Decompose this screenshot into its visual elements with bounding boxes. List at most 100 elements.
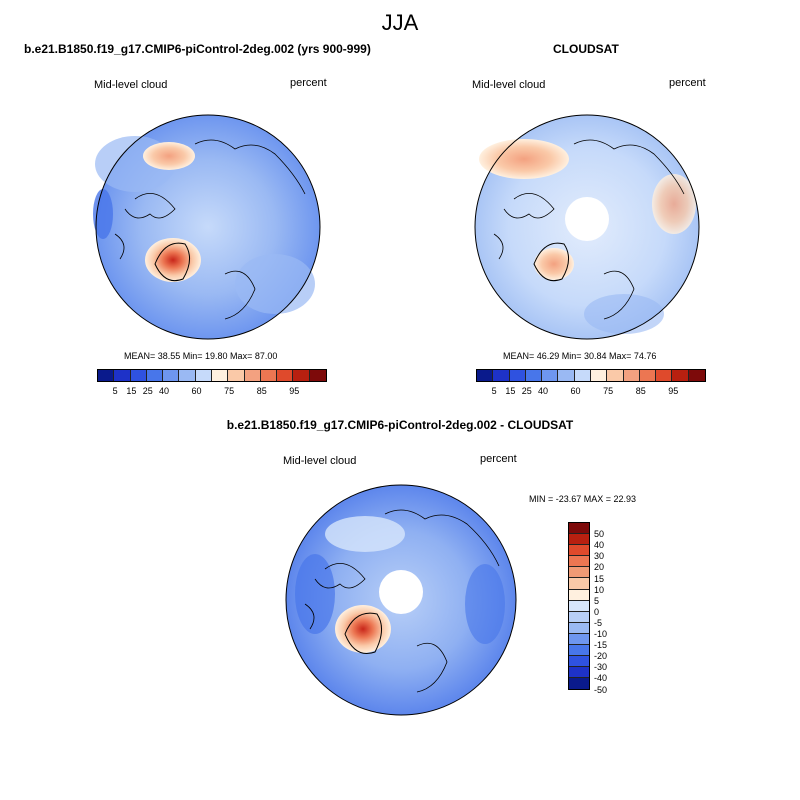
colorbar-swatch: [569, 622, 589, 634]
panel-diff-variable: Mid-level cloud: [283, 455, 357, 467]
colorbar-tick-label: 25: [521, 386, 532, 396]
colorbar-tick-label: 85: [256, 386, 267, 396]
colorbar-swatch: [623, 370, 640, 381]
colorbar-tick-label: 15: [594, 573, 605, 584]
colorbar-swatch: [569, 578, 589, 590]
panel-obs-title: CLOUDSAT: [553, 42, 619, 56]
colorbar-tick-label: 95: [668, 386, 679, 396]
colorbar-swatch: [114, 370, 131, 381]
coastlines: [304, 509, 500, 693]
map-border: [95, 114, 321, 340]
season-title: JJA: [381, 10, 419, 35]
field-patch-warm: [534, 248, 574, 280]
colorbar-tick-label: 60: [570, 386, 581, 396]
colorbar-swatch: [569, 678, 589, 690]
colorbar-tick-label: 95: [289, 386, 300, 396]
colorbar-swatch: [260, 370, 278, 381]
field-patch-hot: [145, 238, 201, 282]
colorbar-tick-label: 75: [603, 386, 614, 396]
colorbar-swatch: [569, 556, 589, 568]
colorbar-swatch: [569, 545, 589, 557]
colorbar-tick-label: 50: [594, 529, 605, 540]
colorbar-tick-label: -5: [594, 617, 603, 628]
panel-obs-variable: Mid-level cloud: [472, 79, 546, 91]
colorbar-tick-label: -20: [594, 651, 608, 662]
field-patch-hot: [335, 605, 391, 653]
colorbar-tick-label: -50: [594, 684, 608, 695]
colorbar-tick-label: 15: [126, 386, 137, 396]
field-patch: [235, 254, 315, 314]
colorbar-swatch: [130, 370, 147, 381]
field-patch: [584, 294, 664, 334]
field-patch-warm: [652, 174, 696, 234]
colorbar-swatch: [477, 370, 494, 381]
colorbar-swatch: [163, 370, 180, 381]
panel-model-variable: Mid-level cloud: [94, 79, 168, 91]
field-patch: [295, 554, 335, 634]
panel-diff-stats: MIN = -23.67 MAX = 22.93: [529, 494, 637, 504]
colorbar-tick-label: -10: [594, 629, 608, 639]
panel-obs-stats: MEAN= 46.29 Min= 30.84 Max= 74.76: [503, 351, 657, 361]
colorbar-swatch: [228, 370, 245, 381]
colorbar-swatch: [574, 370, 591, 381]
colorbar-tick-label: -15: [594, 640, 608, 651]
coastlines: [114, 139, 306, 320]
colorbar-tick-label: 0: [594, 606, 600, 617]
field-patch-warm: [479, 139, 569, 179]
colorbar-swatch: [672, 370, 689, 381]
map-border: [474, 114, 700, 340]
colorbar-swatch: [195, 370, 212, 381]
missing-pole: [565, 197, 609, 241]
panel-model-title: b.e21.B1850.f19_g17.CMIP6-piControl-2deg…: [24, 42, 371, 56]
colorbar-tick-label: 5: [112, 386, 118, 396]
colorbar-swatch: [656, 370, 673, 381]
colorbar-tick-label: 85: [635, 386, 646, 396]
panel-model-units: percent: [290, 77, 327, 89]
colorbar-swatch: [525, 370, 543, 381]
field-patch: [465, 564, 505, 644]
colorbar-swatch: [211, 370, 229, 381]
colorbar-swatch: [179, 370, 196, 381]
missing-pole: [379, 570, 423, 614]
colorbar-swatch: [569, 567, 589, 579]
colorbar-swatch: [590, 370, 608, 381]
coastline-greenland: [533, 242, 569, 282]
colorbar-model: [97, 369, 327, 382]
colorbar-swatch: [569, 600, 589, 612]
colorbar-swatch: [688, 370, 705, 381]
polar-map-model: [93, 114, 321, 340]
colorbar-swatch: [569, 656, 589, 668]
coastline-greenland: [154, 242, 190, 282]
colorbar-tick-label: -40: [594, 673, 608, 684]
colorbar-tick-label: -30: [594, 662, 608, 673]
polar-map-obs: [474, 114, 700, 340]
colorbar-tick-label: 5: [491, 386, 497, 396]
colorbar-swatch: [639, 370, 657, 381]
colorbar-swatch: [509, 370, 526, 381]
colorbar-swatch: [607, 370, 624, 381]
colorbar-swatch: [569, 589, 589, 601]
colorbar-swatch: [542, 370, 559, 381]
colorbar-swatch: [569, 611, 589, 623]
colorbar-swatch: [277, 370, 294, 381]
panel-diff-units: percent: [480, 453, 517, 465]
field-patch-warm: [143, 142, 195, 170]
colorbar-diff: [568, 522, 590, 691]
map-border: [285, 484, 517, 716]
colorbar-swatch: [569, 667, 589, 679]
colorbar-swatch: [98, 370, 115, 381]
field-patch: [325, 516, 405, 552]
colorbar-swatch: [493, 370, 510, 381]
colorbar-tick-label: 40: [158, 386, 170, 396]
colorbar-tick-label: 60: [191, 386, 202, 396]
polar-map-diff: [285, 484, 517, 716]
panel-diff-title: b.e21.B1850.f19_g17.CMIP6-piControl-2deg…: [226, 418, 574, 432]
colorbar-tick-label: 5: [594, 595, 600, 606]
colorbar-tick-label: 20: [594, 562, 605, 573]
colorbar-tick-label: 10: [594, 584, 605, 595]
colorbar-swatch: [569, 523, 589, 535]
coastline-greenland: [344, 612, 382, 654]
field-patch: [93, 189, 113, 239]
panel-obs-units: percent: [669, 77, 706, 89]
colorbar-tick-label: 25: [142, 386, 153, 396]
